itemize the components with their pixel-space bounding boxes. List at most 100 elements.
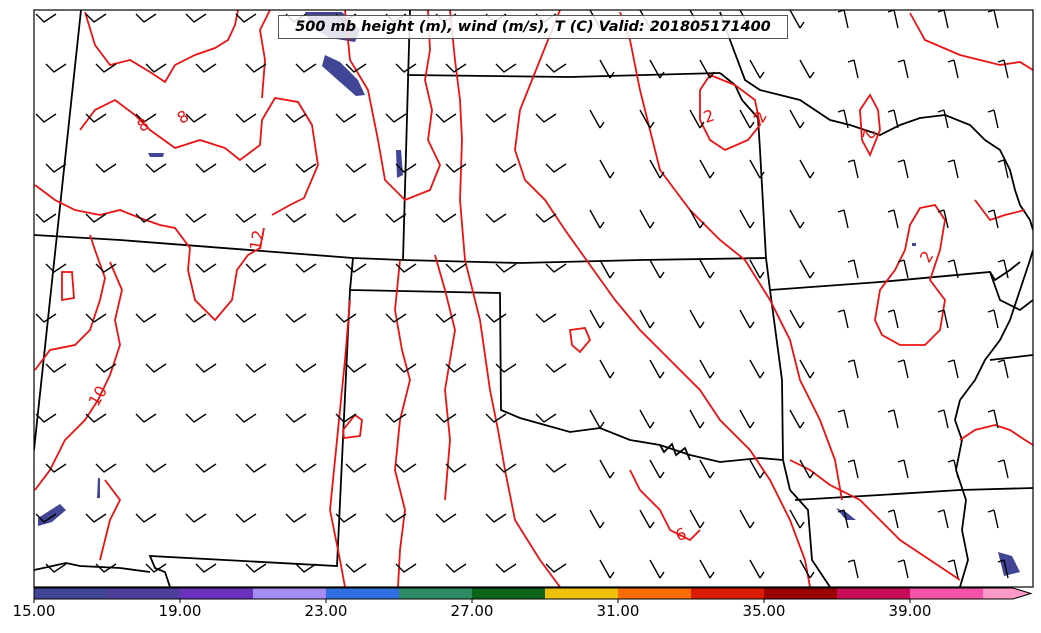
wind-barb <box>345 263 367 273</box>
colorbar-segment <box>764 588 838 599</box>
wind-barb <box>395 163 417 173</box>
wind-barb <box>335 313 357 323</box>
wind-barb <box>599 359 615 379</box>
colorbar-segment <box>107 588 181 599</box>
wind-barb <box>699 559 715 579</box>
wind-barb <box>739 109 755 129</box>
wind-barb <box>937 509 949 529</box>
colorbar <box>33 587 1033 603</box>
wind-barb <box>45 563 67 573</box>
wind-barb <box>897 459 909 479</box>
wind-barb <box>395 263 417 273</box>
wind-barb <box>495 563 517 573</box>
wind-barb <box>85 113 107 123</box>
wind-barb <box>335 113 357 123</box>
wind-barb <box>947 559 959 579</box>
wind-barb <box>589 509 605 529</box>
colorbar-outline <box>33 587 1033 600</box>
wind-barb <box>837 509 849 529</box>
wind-barb <box>495 163 517 173</box>
wind-barb <box>85 213 107 223</box>
wind-barb <box>385 413 407 423</box>
wind-barb <box>485 413 507 423</box>
wind-barb <box>145 463 167 473</box>
wind-barb <box>649 159 665 179</box>
wind-barb <box>35 113 57 123</box>
wind-barb <box>35 13 57 23</box>
wind-barb <box>235 13 257 23</box>
wind-barb <box>295 163 317 173</box>
wind-barb <box>485 113 507 123</box>
wind-barb <box>589 409 605 429</box>
wind-barb <box>847 259 859 279</box>
wind-barb <box>937 209 949 229</box>
wind-barb <box>445 163 467 173</box>
wind-barb <box>847 59 859 79</box>
wind-barb <box>495 63 517 73</box>
wind-barb <box>45 363 67 373</box>
wind-barb <box>545 63 567 73</box>
wind-barb <box>947 359 959 379</box>
wind-barb <box>145 563 167 573</box>
wind-barb <box>135 313 157 323</box>
wind-barb <box>295 563 317 573</box>
wind-barb <box>799 459 815 479</box>
wind-barb <box>799 559 815 579</box>
wind-barb <box>285 113 307 123</box>
wind-barb <box>997 359 1009 379</box>
wind-barb <box>997 159 1009 179</box>
wind-barb <box>45 263 67 273</box>
wind-barb <box>185 513 207 523</box>
wind-barb <box>749 59 765 79</box>
colorbar-segment <box>545 588 619 599</box>
wind-barb <box>485 313 507 323</box>
wind-barb <box>135 213 157 223</box>
wind-barb <box>245 63 267 73</box>
temperature-contours <box>34 10 1033 587</box>
wind-barb <box>35 413 57 423</box>
wind-barb <box>947 259 959 279</box>
wind-barb <box>847 159 859 179</box>
wind-barb <box>897 259 909 279</box>
wind-barb <box>185 313 207 323</box>
wind-barb <box>495 463 517 473</box>
wind-barb <box>195 563 217 573</box>
wind-barb <box>145 163 167 173</box>
wind-barb <box>699 159 715 179</box>
wind-barb <box>887 209 899 229</box>
wind-barb <box>749 159 765 179</box>
wind-barb <box>799 159 815 179</box>
wind-barb <box>235 213 257 223</box>
wind-barb <box>545 563 567 573</box>
wind-barb <box>837 209 849 229</box>
wind-barb <box>285 413 307 423</box>
wind-barb <box>699 459 715 479</box>
wind-barb <box>947 459 959 479</box>
wind-barb <box>485 513 507 523</box>
wind-barb <box>195 163 217 173</box>
colorbar-segment <box>618 588 692 599</box>
wind-barb <box>135 13 157 23</box>
wind-barb <box>295 63 317 73</box>
colorbar-tick-31: 31.00 <box>596 602 640 620</box>
wind-barb <box>739 309 755 329</box>
colorbar-tick-35: 35.00 <box>742 602 786 620</box>
wind-barb <box>495 363 517 373</box>
wind-barb <box>749 359 765 379</box>
wind-barb <box>235 313 257 323</box>
wind-barb <box>887 309 899 329</box>
wind-barb <box>245 163 267 173</box>
wind-barb <box>987 509 999 529</box>
wind-barb <box>185 13 207 23</box>
map-title: 500 mb height (m), wind (m/s), T (C) Val… <box>278 15 788 39</box>
wind-barb <box>35 213 57 223</box>
wind-barbs <box>35 10 1009 579</box>
wind-barb <box>649 559 665 579</box>
wind-barb <box>435 413 457 423</box>
wind-barb <box>285 313 307 323</box>
wind-barb <box>997 59 1009 79</box>
wind-barb <box>445 563 467 573</box>
wind-barb <box>95 363 117 373</box>
wind-barb <box>535 113 557 123</box>
wind-barb <box>887 409 899 429</box>
